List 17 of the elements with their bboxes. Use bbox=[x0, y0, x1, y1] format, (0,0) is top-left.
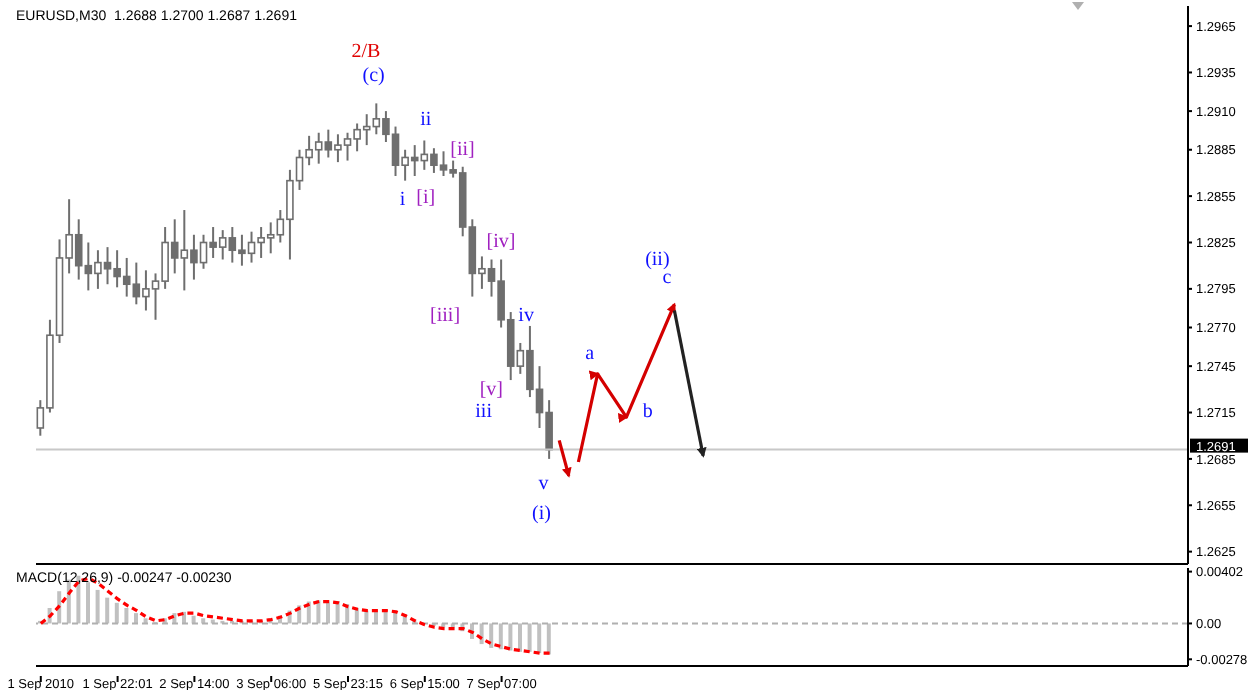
annotation: [iii] bbox=[430, 305, 461, 327]
annotation: a bbox=[585, 343, 595, 365]
annotation: (ii) bbox=[645, 249, 670, 271]
annotation: [iv] bbox=[486, 231, 516, 253]
annotation: c bbox=[662, 267, 672, 289]
annotation: [i] bbox=[416, 187, 436, 209]
annotation: b bbox=[642, 401, 653, 423]
annotation: 2/B bbox=[351, 41, 381, 63]
annotation: (i) bbox=[532, 503, 552, 525]
annotation: iv bbox=[518, 305, 534, 327]
annotation: ii bbox=[420, 109, 432, 131]
annotation: [v] bbox=[479, 379, 504, 401]
annotation: v bbox=[538, 473, 549, 495]
annotation: (c) bbox=[362, 65, 385, 87]
annotation: iii bbox=[475, 401, 492, 423]
annotation: [ii] bbox=[450, 139, 475, 161]
annotation: i bbox=[399, 189, 406, 211]
